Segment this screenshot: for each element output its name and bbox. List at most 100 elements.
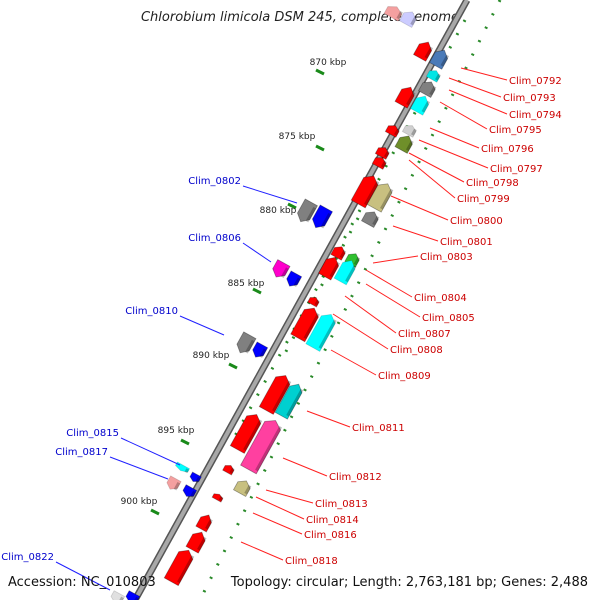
gene-block: [195, 514, 213, 533]
tick-mark: [287, 202, 297, 210]
gene-block: [383, 6, 403, 22]
gene-block: [330, 246, 347, 261]
leader-line: [332, 313, 389, 350]
scale-tick-label: 900 kbp: [121, 497, 158, 507]
gene-label-forward: Clim_0818: [285, 556, 338, 567]
gene-block: [401, 125, 417, 138]
leader-line: [242, 242, 272, 263]
scale-tick-label: 875 kbp: [279, 132, 316, 142]
scale-tick-label: 870 kbp: [310, 58, 347, 68]
gene-block: [318, 256, 341, 281]
gene-features: [110, 6, 450, 600]
gene-label-forward: Clim_0811: [352, 423, 405, 434]
gene-block: [307, 297, 320, 308]
leader-line: [344, 295, 397, 334]
leader-line: [109, 456, 169, 480]
tick-mark: [315, 144, 325, 152]
leader-line: [120, 437, 181, 466]
gene-label-forward: Clim_0814: [306, 515, 359, 526]
leader-line: [255, 496, 305, 520]
label-leaders: [55, 67, 508, 591]
gene-label-forward: Clim_0809: [378, 371, 431, 382]
gene-label-forward: Clim_0794: [509, 110, 562, 121]
scale-tick-label: 880 kbp: [260, 206, 297, 216]
tick-mark: [228, 362, 238, 370]
map-title: Chlorobium limicola DSM 245, complete ge…: [140, 10, 460, 25]
gene-block: [371, 157, 387, 170]
gene-block: [125, 590, 141, 600]
leader-line: [306, 410, 351, 428]
leader-line: [179, 315, 225, 336]
gene-label-forward: Clim_0816: [304, 530, 357, 541]
gene-block: [425, 70, 441, 83]
leader-line: [242, 185, 298, 204]
leader-line: [55, 561, 111, 591]
leader-line: [448, 89, 508, 115]
gene-block: [229, 414, 263, 454]
gene-block: [398, 11, 418, 29]
gene-block: [290, 307, 320, 343]
leader-line: [265, 489, 314, 504]
gene-block: [286, 270, 303, 287]
gene-block: [189, 471, 202, 483]
leader-line: [460, 67, 508, 81]
leader-line: [365, 269, 413, 298]
leader-line: [282, 457, 328, 477]
gene-label-forward: Clim_0803: [420, 252, 473, 263]
leader-line: [448, 77, 502, 98]
gene-label-reverse: Clim_0802: [188, 176, 241, 187]
gene-label-forward: Clim_0804: [414, 293, 467, 304]
gene-label-reverse: Clim_0810: [125, 306, 178, 317]
gene-block: [222, 465, 235, 476]
gene-block: [394, 86, 416, 109]
gene-block: [417, 81, 437, 99]
gene-block: [252, 341, 269, 358]
gene-labels: Clim_0792 Clim_0793 Clim_0794 Clim_0795 Clim…: [1, 76, 561, 567]
gene-label-forward: Clim_0797: [490, 164, 543, 175]
gene-label-forward: Clim_0800: [450, 216, 503, 227]
leader-line: [429, 127, 480, 149]
accession-text: Accession: NC_010803: [8, 575, 156, 590]
tick-mark: [252, 287, 262, 295]
gene-label-forward: Clim_0793: [503, 93, 556, 104]
leader-line: [252, 512, 303, 535]
leader-line: [372, 255, 419, 264]
leader-line: [330, 349, 377, 376]
gene-block: [185, 531, 207, 554]
gene-block: [232, 480, 252, 498]
gene-label-reverse: Clim_0817: [55, 447, 108, 458]
gene-block: [272, 259, 291, 278]
gene-block: [182, 484, 198, 498]
gene-label-reverse: Clim_0806: [188, 233, 241, 244]
topology-summary: Topology: circular; Length: 2,763,181 bp…: [230, 575, 588, 590]
gene-label-forward: Clim_0801: [440, 237, 493, 248]
leader-line: [365, 283, 421, 318]
tick-mark: [315, 68, 325, 76]
gene-block: [412, 41, 434, 62]
gene-block: [274, 383, 304, 420]
gene-block: [360, 211, 380, 229]
gene-label-forward: Clim_0798: [466, 178, 519, 189]
gene-label-forward: Clim_0808: [390, 345, 443, 356]
gene-block: [333, 260, 357, 286]
leader-line: [408, 159, 456, 199]
scale-tick-label: 890 kbp: [193, 351, 230, 361]
gene-label-forward: Clim_0796: [481, 144, 534, 155]
gene-block: [428, 49, 450, 70]
leader-line: [439, 101, 488, 130]
gene-block: [384, 125, 400, 138]
scale-tick-label: 885 kbp: [228, 279, 265, 289]
tick-mark: [180, 438, 190, 446]
gene-block: [236, 331, 257, 354]
gene-block: [163, 549, 195, 587]
gene-block: [394, 135, 414, 154]
gene-block: [211, 493, 224, 503]
gene-label-forward: Clim_0792: [509, 76, 562, 87]
gene-block: [374, 147, 390, 160]
gene-block: [258, 375, 292, 415]
leader-line: [390, 195, 449, 221]
gene-label-reverse: Clim_0822: [1, 552, 54, 563]
scale-tick-label: 895 kbp: [158, 426, 195, 436]
gene-label-forward: Clim_0795: [489, 125, 542, 136]
